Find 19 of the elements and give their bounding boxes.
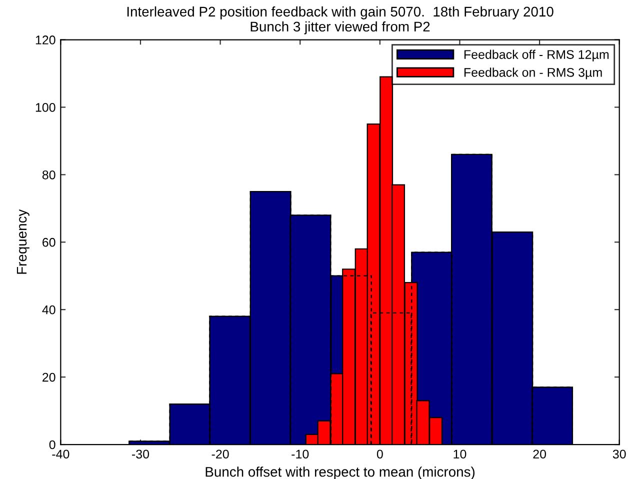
- y-tick-label: 20: [42, 372, 56, 382]
- legend-label: Feedback off - RMS 12µm: [464, 50, 609, 62]
- x-tick-label: 30: [612, 450, 626, 459]
- x-tick-label: -40: [52, 450, 70, 459]
- y-tick-label: 40: [42, 305, 56, 314]
- x-tick-label: 0: [376, 450, 383, 459]
- y-tick-label: 60: [42, 238, 56, 247]
- y-tick-label: 120: [36, 36, 56, 44]
- y-tick-label: 0: [49, 440, 56, 450]
- y-axis-title: Frequency: [16, 209, 30, 274]
- legend-label: Feedback on - RMS 3µm: [464, 68, 602, 80]
- x-tick-label: -20: [212, 450, 229, 459]
- chart-title: Interleaved P2 position feedback with gain 5070. 18th February 2010 Bunch 3 jitter viewed from P2: [127, 6, 554, 34]
- x-tick-label: 10: [454, 450, 466, 459]
- x-tick-label: -30: [132, 450, 150, 459]
- y-tick-label: 100: [36, 103, 56, 112]
- x-tick-label: -10: [292, 450, 309, 459]
- y-tick-label: 80: [42, 170, 56, 180]
- x-tick-label: 20: [533, 450, 546, 459]
